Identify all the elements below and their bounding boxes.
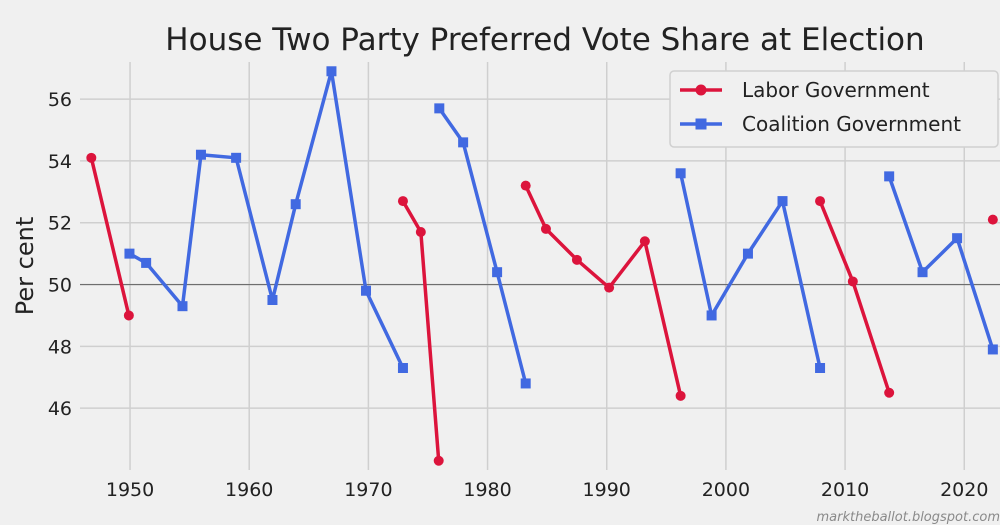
- x-tick-label: 1980: [463, 479, 511, 501]
- coalition-data-point: [231, 152, 242, 163]
- coalition-data-point: [917, 267, 928, 278]
- chart-title: House Two Party Preferred Vote Share at …: [165, 22, 924, 58]
- labor-data-point: [415, 227, 426, 237]
- coalition-data-point: [777, 196, 788, 207]
- coalition-data-point: [361, 285, 372, 296]
- x-tick-label: 1960: [225, 479, 273, 501]
- x-tick-label: 2020: [940, 479, 988, 501]
- coalition-data-point: [290, 199, 301, 210]
- y-tick-label: 56: [48, 89, 72, 111]
- x-tick-label: 1990: [583, 479, 631, 501]
- coalition-data-point: [326, 66, 337, 77]
- coalition-series-line: [128, 69, 405, 369]
- coalition-data-point: [952, 233, 963, 244]
- coalition-data-point: [675, 168, 686, 179]
- coalition-data-point: [458, 137, 469, 148]
- coalition-series-line: [678, 172, 822, 369]
- coalition-data-point: [815, 363, 826, 373]
- x-tick-label: 1970: [344, 479, 392, 501]
- legend-labor-label: Labor Government: [742, 78, 930, 102]
- coalition-data-point: [987, 344, 998, 355]
- labor-data-point: [540, 223, 551, 234]
- coalition-data-point: [520, 378, 531, 389]
- y-tick-label: 54: [48, 151, 72, 173]
- labor-data-point: [639, 236, 650, 247]
- legend-coalition-marker: [695, 118, 707, 130]
- y-tick-label: 50: [48, 275, 72, 297]
- coalition-data-point: [884, 171, 895, 182]
- coalition-series-line: [887, 175, 995, 350]
- tick-labels: 1950 1960 1970 1980 1990 2000 2010 2020 46 48 50 52…: [48, 89, 989, 501]
- coalition-data-point: [397, 363, 408, 373]
- y-tick-label: 52: [48, 213, 72, 235]
- coalition-data-point: [124, 248, 135, 259]
- labor-data-point: [571, 254, 582, 265]
- coalition-data-point: [195, 149, 206, 160]
- y-tick-label: 48: [48, 336, 72, 358]
- coalition-data-point: [706, 310, 717, 321]
- x-tick-label: 1950: [106, 479, 154, 501]
- labor-series-line: [818, 200, 891, 394]
- coalition-data-point: [434, 103, 445, 114]
- legend-box: [669, 70, 999, 148]
- coalition-data-point: [177, 301, 188, 312]
- labor-data-point: [675, 390, 686, 401]
- x-tick-label: 2000: [702, 479, 750, 501]
- labor-data-point: [987, 214, 998, 225]
- labor-data-point: [123, 310, 134, 321]
- y-tick-label: 46: [48, 398, 72, 420]
- labor-data-point: [433, 455, 444, 466]
- labor-data-point: [520, 180, 531, 191]
- labor-series-line: [401, 200, 441, 461]
- coalition-series-line: [437, 107, 528, 384]
- legend-coalition-label: Coalition Government: [742, 112, 961, 136]
- legend: Labor Government Coalition Government: [669, 70, 999, 148]
- labor-series-line: [89, 157, 131, 316]
- x-tick-label: 2010: [821, 479, 869, 501]
- labor-data-point: [815, 196, 826, 207]
- labor-series-line: [524, 184, 683, 397]
- labor-data-point: [847, 276, 858, 287]
- series-layer: [86, 66, 998, 466]
- labor-data-point: [604, 282, 615, 293]
- coalition-data-point: [492, 267, 503, 278]
- y-axis-label: Per cent: [11, 217, 39, 315]
- labor-data-point: [86, 152, 97, 163]
- labor-data-point: [884, 387, 895, 398]
- watermark: marktheballot.blogspot.com: [816, 510, 1000, 525]
- labor-data-point: [397, 196, 408, 207]
- coalition-data-point: [267, 295, 278, 305]
- coalition-data-point: [141, 257, 152, 268]
- legend-labor-marker: [695, 84, 707, 96]
- coalition-data-point: [742, 248, 753, 259]
